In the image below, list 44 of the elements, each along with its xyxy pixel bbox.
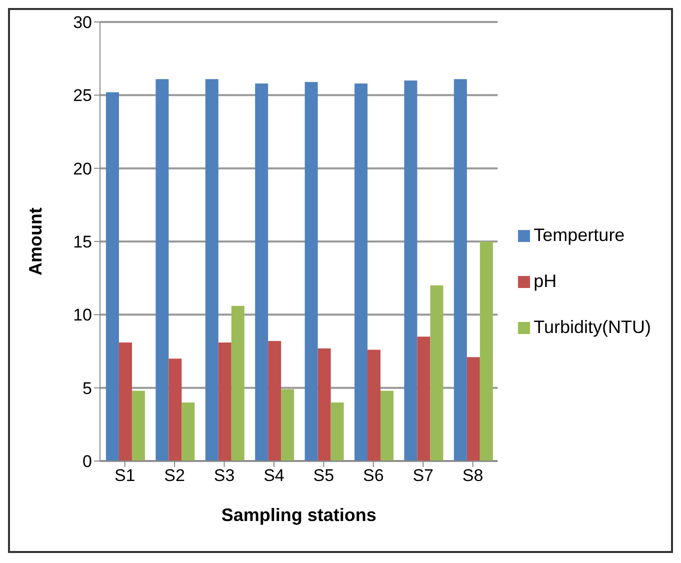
- x-axis-title: Sampling stations: [221, 505, 376, 525]
- legend-label: Turbidity(NTU): [534, 316, 651, 336]
- x-tick-label: S5: [313, 466, 334, 486]
- x-tick-label: S7: [412, 466, 434, 486]
- bar: [454, 79, 467, 461]
- bar: [255, 83, 268, 461]
- bar: [430, 285, 444, 461]
- bar: [417, 336, 430, 461]
- x-tick-label: S8: [462, 466, 484, 486]
- bar: [106, 92, 119, 461]
- bar: [268, 341, 282, 461]
- bar: [304, 82, 318, 461]
- bar: [330, 402, 344, 461]
- y-tick-label: 15: [73, 232, 92, 252]
- bar: [231, 306, 244, 461]
- bar: [168, 358, 182, 461]
- y-tick-label: 10: [73, 306, 92, 325]
- y-tick-label: 5: [82, 378, 92, 398]
- x-tick-label: S4: [264, 466, 284, 486]
- bar: [380, 390, 394, 461]
- y-tick-label: 0: [82, 452, 92, 472]
- bar: [480, 242, 493, 461]
- bar: [466, 357, 480, 461]
- x-tick-label: S2: [164, 466, 185, 486]
- bar: [132, 390, 145, 461]
- bar: [182, 402, 195, 461]
- y-tick-label: 30: [73, 13, 92, 32]
- legend-label: Temperture: [534, 224, 625, 244]
- y-tick-label: 25: [73, 86, 92, 106]
- bar: [156, 79, 169, 461]
- bar: [205, 79, 218, 461]
- y-tick-label: 20: [73, 159, 92, 178]
- x-tick-label: S1: [114, 466, 136, 486]
- y-axis-title: Amount: [25, 208, 46, 276]
- bar: [354, 83, 368, 461]
- bar: [404, 80, 418, 461]
- bar: [281, 389, 294, 461]
- x-tick-label: S6: [362, 466, 384, 486]
- bar: [368, 350, 380, 461]
- legend-label: pH: [534, 270, 557, 290]
- x-tick-label: S3: [214, 466, 235, 486]
- bar: [118, 342, 132, 461]
- bar: [218, 342, 232, 461]
- bar: [318, 348, 331, 461]
